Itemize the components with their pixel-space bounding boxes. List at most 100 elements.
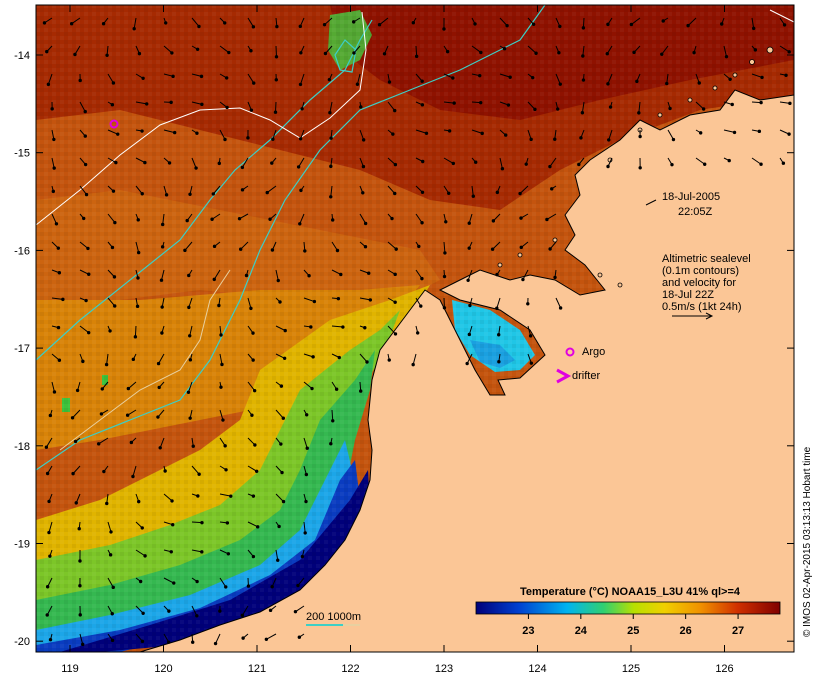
velocity-arrow-head xyxy=(240,165,245,170)
velocity-arrow-head xyxy=(300,554,305,559)
velocity-arrow xyxy=(492,241,501,250)
velocity-arrow-head xyxy=(212,244,217,249)
velocity-arrow-head xyxy=(533,107,537,112)
velocity-arrow-head xyxy=(81,359,85,364)
velocity-arrow-head xyxy=(330,218,335,222)
velocity-arrow-head xyxy=(46,82,51,87)
velocity-arrow-head xyxy=(140,639,145,644)
velocity-arrow-head xyxy=(703,162,707,166)
velocity-arrow-head xyxy=(421,159,425,164)
x-tick-label: 119 xyxy=(61,663,79,675)
velocity-arrow xyxy=(415,269,423,279)
velocity-arrow-head xyxy=(268,217,272,221)
velocity-arrow-head xyxy=(102,469,106,474)
velocity-arrow-head xyxy=(309,325,313,329)
velocity-arrow xyxy=(219,577,227,588)
velocity-arrow-head xyxy=(187,305,191,310)
velocity-arrow xyxy=(247,521,258,528)
colorbar-tick-label: 24 xyxy=(575,625,588,637)
x-tick-label: 124 xyxy=(528,663,546,675)
velocity-arrow xyxy=(184,241,193,251)
velocity-arrow-head xyxy=(111,189,116,193)
velocity-arrow xyxy=(187,381,193,393)
velocity-arrow xyxy=(471,129,483,134)
velocity-arrow-head xyxy=(420,221,424,225)
velocity-arrow-head xyxy=(490,247,495,251)
velocity-arrow-head xyxy=(223,137,227,142)
velocity-arrow xyxy=(466,353,473,364)
velocity-arrow-head xyxy=(136,218,140,222)
velocity-arrow-head xyxy=(164,21,168,25)
velocity-arrow-head xyxy=(87,330,91,335)
velocity-arrow-head xyxy=(219,385,223,389)
velocity-arrow-head xyxy=(111,81,116,85)
velocity-arrow xyxy=(356,73,361,85)
velocity-arrow-head xyxy=(265,190,269,195)
velocity-arrow-head xyxy=(558,24,562,29)
velocity-arrow-head xyxy=(471,194,475,198)
velocity-arrow-head xyxy=(629,22,634,27)
velocity-arrow-head xyxy=(519,216,523,220)
velocity-arrow-head xyxy=(83,162,88,167)
velocity-arrow-head xyxy=(788,101,792,106)
velocity-arrow-head xyxy=(465,361,469,366)
velocity-arrow xyxy=(667,129,674,140)
velocity-arrow-head xyxy=(390,216,394,221)
velocity-arrow xyxy=(631,17,641,25)
velocity-arrow xyxy=(215,633,221,644)
velocity-arrow-head xyxy=(73,52,77,57)
velocity-arrow xyxy=(191,465,200,475)
velocity-arrow xyxy=(779,45,790,53)
velocity-arrow xyxy=(163,577,175,584)
velocity-arrow-head xyxy=(114,160,118,165)
velocity-arrow-head xyxy=(443,251,447,255)
velocity-arrow-head xyxy=(113,220,117,225)
velocity-arrow-head xyxy=(56,325,61,330)
velocity-arrow xyxy=(387,325,396,335)
argo-marker xyxy=(109,119,119,129)
velocity-arrow xyxy=(607,73,613,85)
velocity-arrow-head xyxy=(581,78,586,82)
velocity-arrow-head xyxy=(275,24,279,29)
x-tick-label: 125 xyxy=(622,663,640,675)
velocity-arrow xyxy=(608,129,613,141)
velocity-arrow-head xyxy=(420,79,424,83)
velocity-arrow-head xyxy=(420,276,424,281)
velocity-arrow-head xyxy=(310,386,314,391)
velocity-arrow-head xyxy=(580,111,585,115)
velocity-arrow xyxy=(331,325,343,328)
velocity-arrow xyxy=(331,409,334,421)
velocity-arrow-head xyxy=(229,494,233,498)
velocity-arrow xyxy=(549,157,557,167)
velocity-arrow xyxy=(219,409,224,421)
velocity-arrow-head xyxy=(632,50,636,55)
velocity-arrow-head xyxy=(451,161,456,166)
velocity-arrow xyxy=(471,185,474,197)
velocity-arrow-head xyxy=(126,386,131,391)
velocity-arrow-head xyxy=(101,21,106,26)
velocity-arrow-head xyxy=(195,47,200,51)
velocity-arrow-head xyxy=(225,521,230,525)
colorbar-tick-label: 25 xyxy=(627,625,639,637)
velocity-arrow-head xyxy=(279,384,284,388)
velocity-arrow-head xyxy=(393,332,398,336)
velocity-arrow-head xyxy=(606,82,610,86)
velocity-arrow xyxy=(79,241,89,249)
velocity-arrow-head xyxy=(169,550,173,554)
velocity-arrow-head xyxy=(71,471,75,476)
velocity-arrow-head xyxy=(411,21,416,25)
velocity-arrow-head xyxy=(339,272,343,277)
velocity-arrow-head xyxy=(478,73,482,78)
velocity-arrow-head xyxy=(160,222,165,227)
velocity-arrow-head xyxy=(393,300,397,304)
velocity-arrow-head xyxy=(217,161,221,166)
y-tick-label: -20 xyxy=(14,636,30,648)
velocity-arrow-head xyxy=(84,192,89,197)
velocity-arrow-head xyxy=(505,23,509,28)
velocity-arrow xyxy=(191,17,200,27)
velocity-arrow xyxy=(387,241,397,250)
velocity-arrow-head xyxy=(298,82,303,87)
velocity-arrow-head xyxy=(759,162,763,166)
velocity-arrow-head xyxy=(670,162,674,167)
velocity-arrow-head xyxy=(355,82,360,86)
